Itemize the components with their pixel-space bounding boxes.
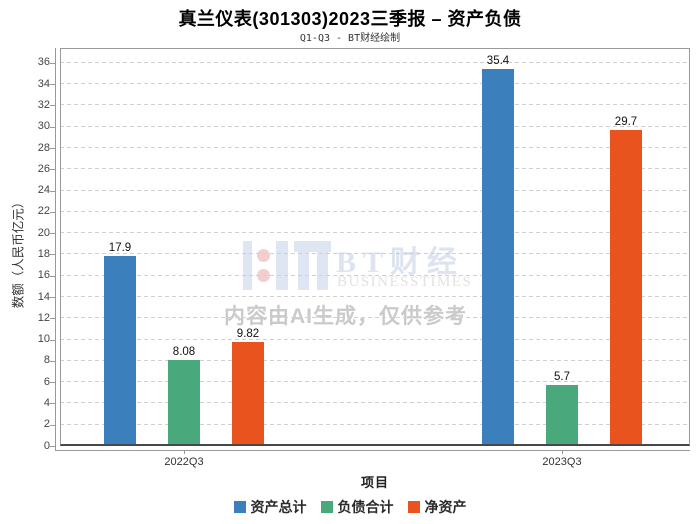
gridline (60, 338, 690, 340)
y-tick-mark (50, 148, 55, 150)
y-tick-label: 18 (37, 247, 50, 260)
y-axis-line (55, 48, 56, 451)
watermark-brand-en: BUSINESSTIMES (337, 274, 473, 290)
plot-area: BT财经 BUSINESSTIMES 内容由AI生成，仅供参考 17.9 35.4… (60, 48, 690, 446)
y-tick-mark (50, 339, 55, 341)
legend-label: 净资产 (424, 499, 467, 515)
gridline (60, 381, 690, 383)
legend-label: 资产总计 (250, 499, 307, 515)
y-tick-label: 12 (37, 311, 50, 324)
x-tick-mark (562, 450, 563, 454)
y-tick-mark (50, 275, 55, 277)
legend-swatch-icon (233, 501, 246, 513)
legend-item: 资产总计 (233, 497, 307, 517)
gridline (60, 189, 690, 191)
y-tick-label: 32 (37, 98, 50, 111)
bt-logo-pi-leg-icon (317, 252, 328, 290)
y-tick-label: 20 (37, 226, 50, 239)
bar-value-label: 8.08 (172, 346, 196, 359)
gridline (60, 359, 690, 361)
bt-logo-dot-icon (257, 249, 270, 262)
legend-item: 负债合计 (320, 497, 394, 517)
bar-value-label: 5.7 (554, 371, 570, 384)
y-tick-label: 2 (43, 418, 50, 431)
bar (610, 129, 642, 446)
gridline (60, 317, 690, 319)
gridline (60, 296, 690, 298)
legend-item: 净资产 (407, 497, 467, 517)
y-tick-label: 24 (37, 184, 50, 197)
y-tick-mark (50, 84, 55, 86)
bar (104, 255, 136, 446)
legend: 资产总计 负债合计 净资产 (0, 497, 700, 517)
gridline (60, 147, 690, 149)
bt-logo-pi-leg-icon (298, 252, 309, 290)
gridline (60, 104, 690, 106)
x-axis-line (55, 450, 690, 451)
y-tick-mark (50, 254, 55, 256)
y-tick-label: 34 (37, 77, 50, 90)
y-tick-label: 16 (37, 269, 50, 282)
gridline (60, 83, 690, 85)
y-tick-mark (50, 382, 55, 384)
gridline (60, 423, 690, 425)
y-tick-mark (50, 190, 55, 192)
x-tick-label: 2023Q3 (542, 456, 582, 468)
y-tick-mark (50, 446, 55, 447)
bar-value-label: 29.7 (614, 115, 638, 128)
gridline (60, 168, 690, 170)
watermark-ai-notice: 内容由AI生成，仅供参考 (224, 305, 467, 328)
gridline (60, 232, 690, 234)
chart-subtitle: Q1-Q3 - BT财经绘制 (299, 33, 401, 44)
gridline (60, 402, 690, 404)
bar (168, 360, 200, 446)
gridline (60, 125, 690, 127)
y-tick-mark (50, 403, 55, 405)
x-axis-title: 项目 (360, 475, 389, 490)
gridline (60, 61, 690, 63)
bar (232, 341, 264, 446)
y-tick-label: 30 (37, 120, 50, 133)
y-tick-label: 10 (37, 333, 50, 346)
bt-logo-pi-top-icon (294, 241, 331, 252)
y-tick-mark (50, 233, 55, 235)
y-tick-mark (50, 62, 55, 64)
y-tick-label: 8 (43, 354, 50, 367)
gridline (60, 274, 690, 276)
bt-logo-bar-icon (276, 241, 288, 290)
legend-label: 负债合计 (337, 499, 394, 515)
legend-swatch-icon (407, 501, 420, 513)
gridline (60, 210, 690, 212)
bar (546, 385, 578, 446)
y-tick-mark (50, 318, 55, 320)
y-tick-label: 28 (37, 141, 50, 154)
y-tick-label: 14 (37, 290, 50, 303)
y-tick-label: 6 (43, 375, 50, 388)
y-tick-label: 36 (37, 56, 50, 69)
y-tick-mark (50, 126, 55, 128)
y-tick-label: 0 (43, 439, 50, 452)
legend-swatch-icon (320, 501, 333, 513)
x-tick-mark (184, 450, 185, 454)
bar (482, 69, 514, 446)
chart-title: 真兰仪表(301303)2023三季报 – 资产负债 (178, 9, 522, 29)
y-tick-mark (50, 169, 55, 171)
y-tick-mark (50, 211, 55, 213)
bar-value-label: 9.82 (236, 327, 260, 340)
y-tick-label: 22 (37, 205, 50, 218)
y-tick-mark (50, 105, 55, 107)
y-tick-mark (50, 297, 55, 299)
gridline (60, 253, 690, 255)
y-tick-label: 4 (43, 396, 50, 409)
bar-value-label: 17.9 (108, 241, 132, 254)
y-tick-label: 26 (37, 162, 50, 175)
bt-logo-bar-icon (243, 241, 252, 290)
y-tick-mark (50, 424, 55, 426)
x-tick-label: 2022Q3 (164, 456, 204, 468)
y-tick-mark (50, 360, 55, 362)
plot-border (60, 48, 690, 446)
bar-value-label: 35.4 (486, 55, 510, 68)
